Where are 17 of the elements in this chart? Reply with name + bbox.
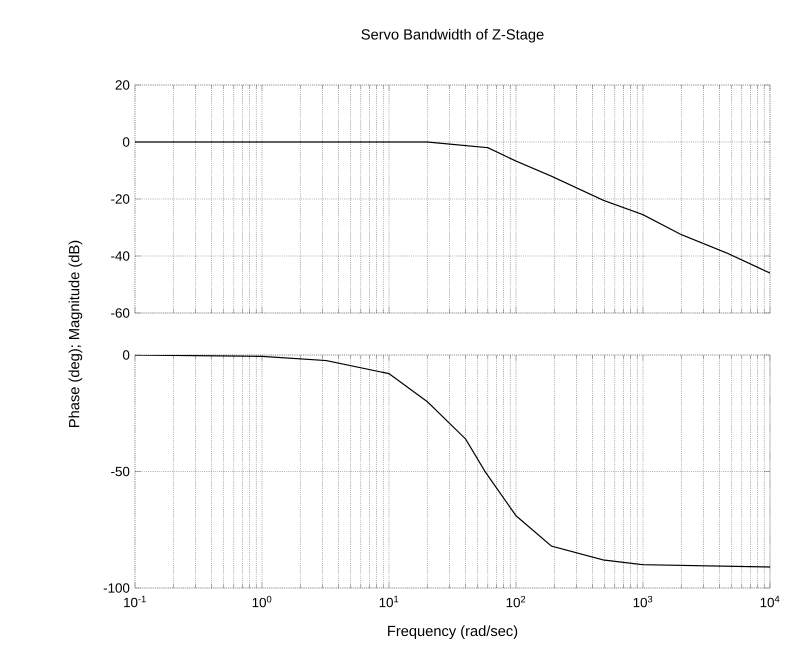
x-tick-label: 10$^{2}$ xyxy=(506,596,526,608)
x-tick-label: 10$^{4}$ xyxy=(760,596,780,608)
x-tick-label: 10$^{-1}$ xyxy=(124,596,146,608)
y-tick-label: -50 xyxy=(111,466,130,476)
x-axis-title: Frequency (rad/sec) xyxy=(388,625,518,639)
y-tick-label: -100 xyxy=(104,583,130,593)
chart-title: Servo Bandwidth of Z-Stage xyxy=(361,28,544,42)
y-tick-label: 20 xyxy=(116,80,130,90)
y-tick-label: 0 xyxy=(122,137,130,147)
x-tick-label: 10$^{3}$ xyxy=(634,596,652,608)
y-tick-label: -20 xyxy=(111,194,130,204)
y-tick-label: -40 xyxy=(111,251,130,261)
y-tick-label: -60 xyxy=(111,308,130,318)
x-tick-label: 10$^{1}$ xyxy=(380,596,398,608)
y-tick-label: 0 xyxy=(122,350,130,360)
x-tick-label: 10$^{0}$ xyxy=(252,596,272,608)
y-axis-title: Phase (deg); Magnitude (dB) xyxy=(68,240,82,427)
